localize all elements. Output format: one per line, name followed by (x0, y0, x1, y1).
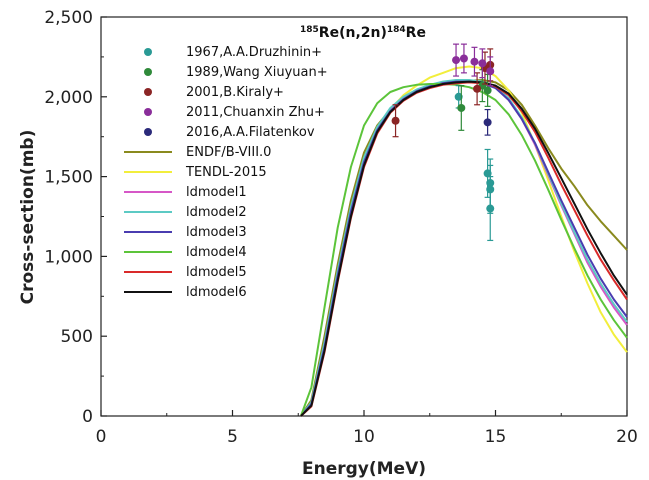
chart-title: 185Re(n,2n)184Re (300, 25, 426, 41)
legend-label-exp-1: 1989,Wang Xiuyuan+ (186, 65, 328, 80)
legend-marker-exp-0 (144, 48, 152, 56)
y-tick-label-3: 1,500 (44, 168, 93, 188)
data-point-3-1 (459, 54, 468, 63)
series-line-7 (300, 80, 628, 417)
series-line-4 (300, 80, 628, 417)
data-point-3-0 (452, 56, 461, 65)
data-point-2-1 (473, 84, 482, 93)
legend-label-series-4: ldmodel3 (186, 225, 247, 240)
legend-label-series-2: ldmodel1 (186, 185, 247, 200)
data-point-1-0 (457, 103, 466, 112)
legend-label-series-7: ldmodel6 (186, 285, 247, 300)
legend-marker-exp-2 (144, 88, 152, 96)
data-point-0-0 (454, 92, 463, 101)
x-axis-label: Energy(MeV) (302, 459, 426, 479)
legend-label-exp-0: 1967,A.A.Druzhinin+ (186, 45, 322, 60)
legend-label-exp-2: 2001,B.Kiraly+ (186, 85, 284, 100)
x-tick-label-2: 10 (353, 427, 375, 447)
x-tick-label-3: 15 (485, 427, 507, 447)
legend-label-series-6: ldmodel5 (186, 265, 247, 280)
y-axis-ticks: 0 500 1,000 1,500 2,000 2,500 (44, 8, 107, 427)
y-tick-label-4: 2,000 (44, 88, 93, 108)
legend-marker-exp-3 (144, 108, 152, 116)
legend-label-series-1: TENDL-2015 (185, 165, 267, 180)
plot-border (100, 16, 628, 417)
y-tick-label-2: 1,000 (44, 247, 93, 267)
data-point-1-2 (483, 86, 492, 95)
x-axis-ticks: 0 5 10 15 20 (96, 410, 638, 447)
legend-label-series-0: ENDF/B-VIII.0 (186, 145, 271, 160)
series-line-2 (300, 79, 628, 417)
data-point-0-4 (486, 204, 495, 213)
data-point-3-2 (470, 57, 479, 66)
x-tick-label-1: 5 (227, 427, 238, 447)
legend-label-series-3: ldmodel2 (186, 205, 247, 220)
data-point-0-1 (483, 169, 492, 178)
series-line-6 (300, 81, 628, 417)
legend-marker-exp-4 (144, 128, 152, 136)
data-point-4-0 (483, 118, 492, 127)
x-tick-label-0: 0 (96, 427, 107, 447)
legend: 1967,A.A.Druzhinin+ 1989,Wang Xiuyuan+ 200… (124, 45, 328, 300)
legend-marker-exp-1 (144, 68, 152, 76)
legend-label-exp-4: 2016,A.A.Filatenkov (186, 125, 315, 140)
title-part-2: Re (406, 25, 426, 41)
title-superscript-2: 184 (387, 25, 406, 35)
data-point-2-0 (391, 116, 400, 125)
series-line-3 (300, 79, 628, 417)
y-tick-label-0: 0 (82, 407, 93, 427)
legend-label-exp-3: 2011,Chuanxin Zhu+ (186, 105, 325, 120)
data-point-3-3 (478, 59, 487, 68)
y-tick-label-1: 500 (61, 327, 93, 347)
y-axis-label: Cross-section(mb) (18, 130, 38, 305)
title-part-1: Re(n,2n) (319, 25, 387, 41)
series-line-5 (299, 83, 628, 417)
experimental-points (391, 43, 495, 242)
data-point-3-4 (486, 67, 495, 76)
y-tick-label-5: 2,500 (44, 8, 93, 28)
legend-label-series-5: ldmodel4 (186, 245, 247, 260)
model-curves (299, 65, 628, 417)
title-superscript-1: 185 (300, 25, 319, 35)
x-tick-label-4: 20 (616, 427, 638, 447)
plot-frame (100, 16, 628, 417)
